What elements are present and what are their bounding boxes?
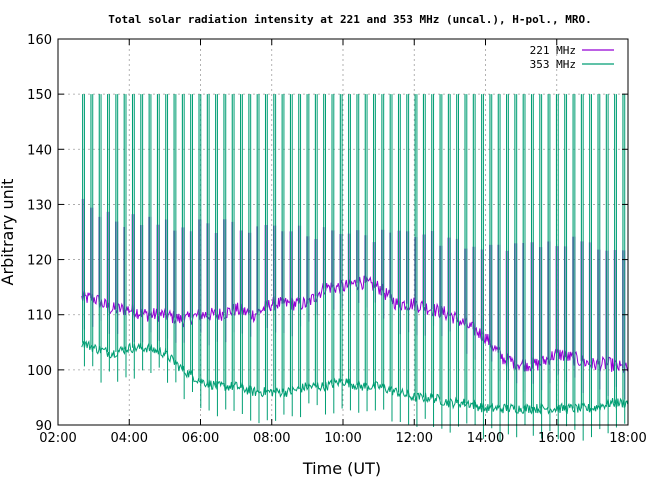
x-tick-label: 02:00 bbox=[39, 431, 76, 446]
chart-title: Total solar radiation intensity at 221 a… bbox=[108, 13, 591, 26]
series-layer bbox=[81, 94, 629, 442]
x-tick-label: 08:00 bbox=[253, 431, 290, 446]
x-axis-label: Time (UT) bbox=[302, 459, 381, 478]
x-tick-label: 06:00 bbox=[182, 431, 219, 446]
x-tick-label: 14:00 bbox=[467, 431, 504, 446]
y-tick-label: 90 bbox=[35, 419, 52, 434]
series-0 bbox=[81, 198, 629, 400]
legend-label-353: 353 MHz bbox=[530, 58, 576, 71]
y-tick-label: 100 bbox=[27, 364, 52, 379]
x-tick-label: 04:00 bbox=[111, 431, 148, 446]
x-tick-label: 12:00 bbox=[396, 431, 433, 446]
legend: 221 MHz 353 MHz bbox=[530, 44, 614, 71]
y-tick-label: 150 bbox=[27, 88, 52, 103]
x-tick-label: 16:00 bbox=[538, 431, 575, 446]
y-tick-label: 110 bbox=[27, 309, 52, 324]
y-tick-label: 130 bbox=[27, 198, 52, 213]
series-1 bbox=[81, 94, 629, 442]
x-tick-label: 10:00 bbox=[324, 431, 361, 446]
y-axis-label: Arbitrary unit bbox=[0, 179, 17, 286]
grid bbox=[58, 39, 628, 425]
series-line-1 bbox=[81, 340, 629, 415]
x-tick-label: 18:00 bbox=[609, 431, 646, 446]
series-line-0 bbox=[81, 275, 629, 375]
legend-label-221: 221 MHz bbox=[530, 44, 576, 57]
y-tick-label: 160 bbox=[27, 33, 52, 48]
y-tick-label: 140 bbox=[27, 143, 52, 158]
y-tick-label: 120 bbox=[27, 254, 52, 269]
plot-frame bbox=[57, 38, 629, 426]
ticks: 02:00 04:00 06:00 08:00 10:00 12:00 14:00 16:00… bbox=[27, 33, 647, 446]
